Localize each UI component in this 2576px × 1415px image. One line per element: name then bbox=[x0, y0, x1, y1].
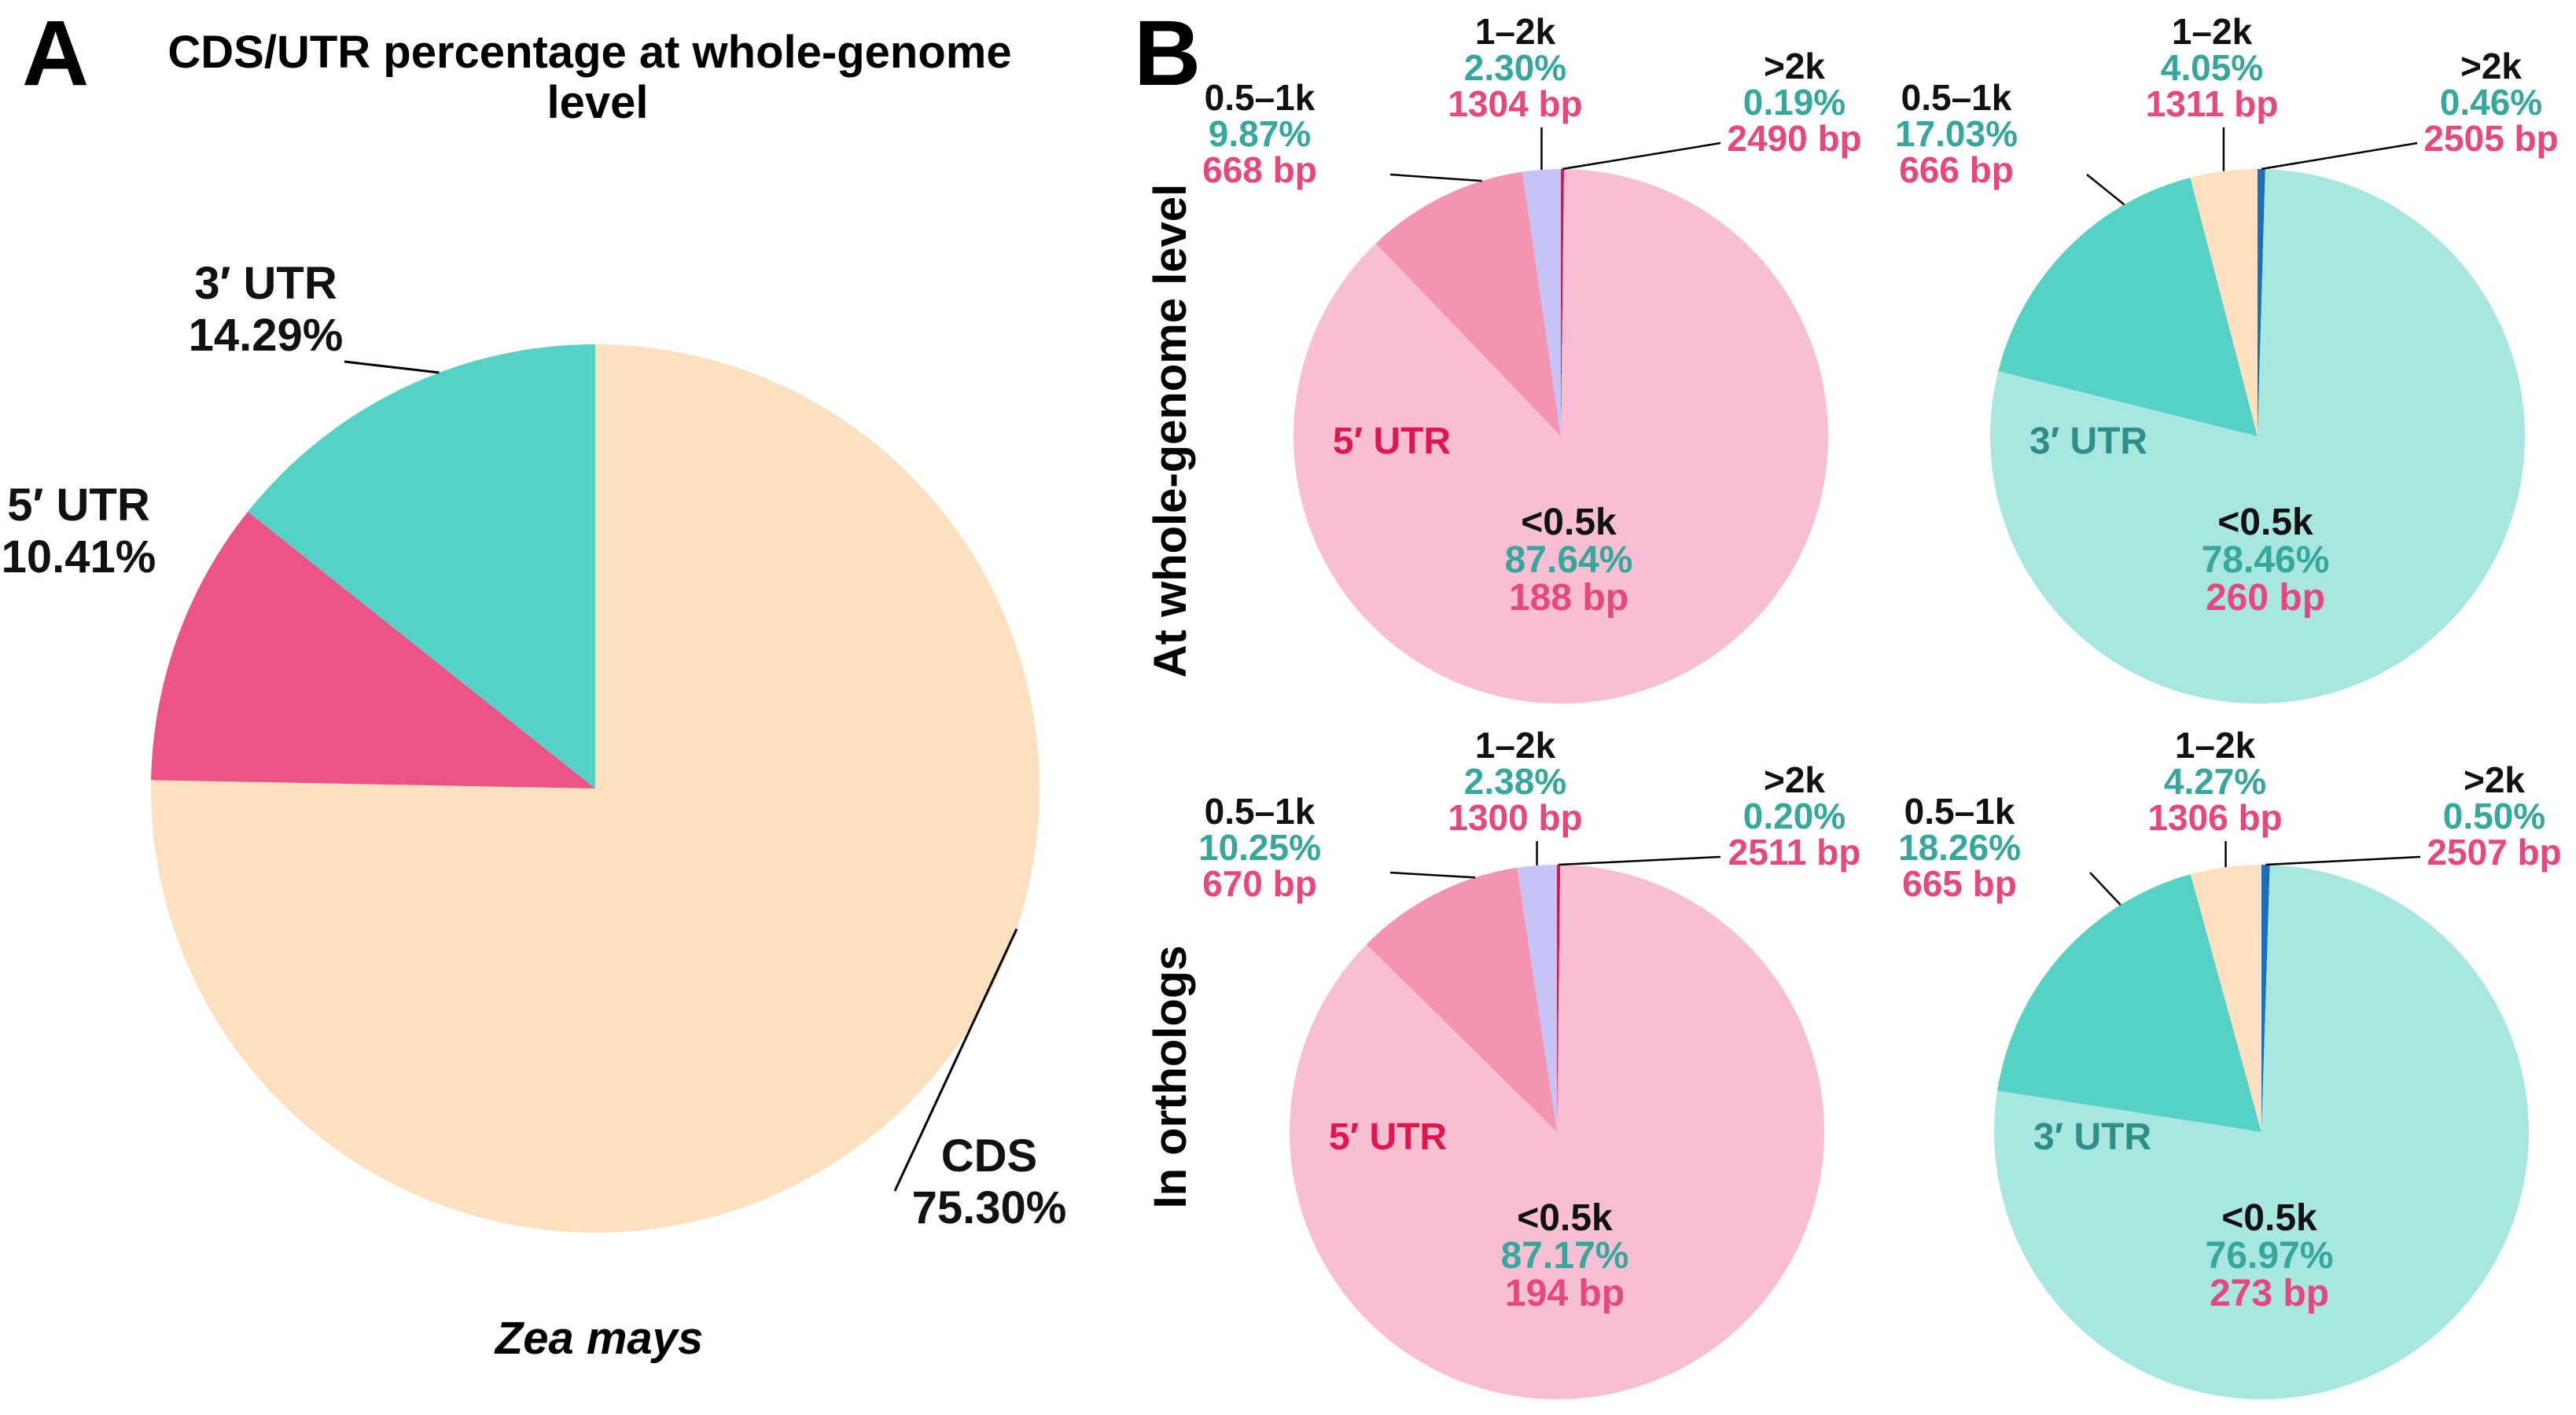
pie-b2-lt05k-name: <0.5k bbox=[2217, 502, 2313, 543]
pie-a-label-5utr-name: 5′ UTR bbox=[7, 480, 149, 531]
pie-b3-1-2k-name: 1–2k bbox=[1475, 725, 1556, 766]
pie-b3-region-label: 5′ UTR bbox=[1329, 1116, 1447, 1158]
pie-b4-lt05k-name: <0.5k bbox=[2221, 1197, 2317, 1239]
pie-b2-gt2k-name: >2k bbox=[2460, 46, 2522, 86]
pie-b4-slice-1 bbox=[1997, 874, 2261, 1132]
panel-a-letter: A bbox=[22, 2, 89, 105]
pie-b4-gt2k-bp: 2507 bp bbox=[2427, 832, 2561, 873]
row-label-whole-genome: At whole-genome level bbox=[1145, 184, 1196, 678]
panel-a-title-line1: CDS/UTR percentage at whole-genome bbox=[167, 27, 1011, 78]
panel-a-species: Zea mays bbox=[494, 1313, 703, 1364]
pie-b3-lt05k-name: <0.5k bbox=[1517, 1197, 1613, 1239]
panel-a-title-line2: level bbox=[547, 77, 649, 128]
pie-b2-gt2k-bp: 2505 bp bbox=[2423, 118, 2558, 159]
pie-b1-1-2k-bp: 1304 bp bbox=[1448, 83, 1582, 124]
pie-b1-05-1k-name: 0.5–1k bbox=[1205, 77, 1316, 118]
pie-b1-leader-gt2k bbox=[1562, 142, 1721, 171]
pie-b2-1-2k-pct: 4.05% bbox=[2161, 47, 2263, 88]
pie-b2-slice-0 bbox=[1989, 169, 2525, 704]
pie-b3-1-2k-pct: 2.38% bbox=[1464, 761, 1566, 802]
pie-a-label-3utr-pct: 14.29% bbox=[189, 310, 344, 361]
panel-b-letter: B bbox=[1134, 2, 1201, 105]
pie-b3-05-1k-name: 0.5–1k bbox=[1205, 791, 1316, 832]
pie-b1-1-2k-pct: 2.30% bbox=[1464, 47, 1566, 88]
pie-b1-leader-05-1k bbox=[1389, 173, 1482, 182]
pie-a-slice-1 bbox=[151, 511, 596, 788]
pie-b4-1-2k-bp: 1306 bp bbox=[2147, 797, 2282, 838]
pie-b3-05-1k-bp: 670 bp bbox=[1202, 863, 1317, 904]
pie-a-leader-cds bbox=[893, 928, 1018, 1192]
pie-b3-slice-1 bbox=[1366, 867, 1557, 1132]
pie-b1-gt2k-pct: 0.19% bbox=[1743, 82, 1846, 123]
pie-b2-05-1k-bp: 666 bp bbox=[1899, 149, 2014, 190]
pie-b1-lt05k-name: <0.5k bbox=[1521, 502, 1617, 543]
pie-b3-lt05k-pct: 87.17% bbox=[1501, 1235, 1629, 1277]
pie-b1-lt05k-bp: 188 bp bbox=[1509, 577, 1628, 619]
pie-b1-gt2k-name: >2k bbox=[1764, 46, 1825, 86]
pie-b2-slice-1 bbox=[1998, 177, 2258, 436]
row-label-orthologs: In orthologs bbox=[1145, 945, 1196, 1208]
pie-a-label-3utr-name: 3′ UTR bbox=[194, 258, 337, 309]
pie-b2-leader-05-1k bbox=[2086, 174, 2125, 206]
pie-b1-slice-0 bbox=[1294, 169, 1829, 704]
pie-b2-slice-2 bbox=[2190, 169, 2258, 436]
pie-b2-region-label: 3′ UTR bbox=[2030, 421, 2147, 462]
pie-b3-05-1k-pct: 10.25% bbox=[1198, 827, 1321, 868]
pie-b1-05-1k-pct: 9.87% bbox=[1209, 113, 1311, 154]
pie-b2-1-2k-name: 1–2k bbox=[2172, 11, 2253, 52]
pie-b3-1-2k-bp: 1300 bp bbox=[1448, 797, 1582, 838]
pie-b1-lt05k-pct: 87.64% bbox=[1505, 539, 1633, 581]
pie-b4-leader-05-1k bbox=[2089, 872, 2122, 906]
pie-b2-slice-3 bbox=[2258, 169, 2265, 436]
pie-b1-gt2k-bp: 2490 bp bbox=[1727, 118, 1861, 159]
pie-a-label-cds-name: CDS bbox=[941, 1130, 1037, 1182]
pie-b1-05-1k-bp: 668 bp bbox=[1202, 149, 1317, 190]
pie-b3-gt2k-name: >2k bbox=[1764, 759, 1825, 800]
pie-b1-slice-3 bbox=[1561, 168, 1565, 436]
pie-b2-gt2k-pct: 0.46% bbox=[2440, 82, 2542, 123]
pie-a-leader-3utr bbox=[344, 360, 440, 374]
pie-b3-slice-2 bbox=[1517, 865, 1557, 1132]
pie-b4-gt2k-pct: 0.50% bbox=[2443, 796, 2545, 836]
pie-b2-05-1k-pct: 17.03% bbox=[1895, 113, 2018, 154]
pie-b1-slice-2 bbox=[1522, 169, 1561, 436]
pie-b4-slice-0 bbox=[1994, 865, 2530, 1400]
pie-b3-lt05k-bp: 194 bp bbox=[1505, 1273, 1625, 1314]
pie-b1-slice-1 bbox=[1375, 171, 1561, 437]
pie-b2-1-2k-bp: 1311 bp bbox=[2146, 83, 2279, 124]
pie-b4-lt05k-pct: 76.97% bbox=[2206, 1235, 2334, 1277]
pie-b4-1-2k-name: 1–2k bbox=[2175, 725, 2256, 766]
pie-b4-05-1k-pct: 18.26% bbox=[1898, 827, 2021, 868]
pie-b3-leader-gt2k bbox=[1558, 855, 1721, 866]
pie-b4-05-1k-bp: 665 bp bbox=[1902, 863, 2017, 904]
pie-b4-gt2k-name: >2k bbox=[2464, 759, 2525, 800]
pie-b4-slice-3 bbox=[2261, 865, 2270, 1132]
pie-b3-gt2k-pct: 0.20% bbox=[1743, 796, 1846, 836]
pie-b2-05-1k-name: 0.5–1k bbox=[1901, 77, 2012, 118]
pie-b2-leader-gt2k bbox=[2261, 142, 2418, 171]
pie-b3-slice-0 bbox=[1290, 865, 1825, 1400]
pie-b4-lt05k-bp: 273 bp bbox=[2210, 1273, 2329, 1314]
pie-a-slice-0 bbox=[150, 344, 1040, 1233]
pie-b4-slice-2 bbox=[2190, 865, 2261, 1132]
pie-b2-lt05k-bp: 260 bp bbox=[2206, 577, 2325, 619]
pie-b1-1-2k-name: 1–2k bbox=[1475, 11, 1556, 52]
pie-b2-lt05k-pct: 78.46% bbox=[2202, 539, 2330, 581]
pie-a-label-5utr-pct: 10.41% bbox=[2, 531, 156, 583]
pie-b4-1-2k-pct: 4.27% bbox=[2164, 761, 2266, 802]
pie-a-slice-2 bbox=[248, 344, 595, 788]
pie-b3-slice-3 bbox=[1557, 865, 1561, 1132]
pie-b3-leader-05-1k bbox=[1389, 871, 1476, 879]
pie-b4-region-label: 3′ UTR bbox=[2033, 1116, 2151, 1158]
pie-a-label-cds-pct: 75.30% bbox=[912, 1182, 1067, 1233]
pie-b4-leader-gt2k bbox=[2265, 855, 2421, 866]
pie-b3-gt2k-bp: 2511 bp bbox=[1728, 832, 1861, 873]
pie-b1-region-label: 5′ UTR bbox=[1333, 421, 1451, 462]
pie-b4-05-1k-name: 0.5–1k bbox=[1904, 791, 2015, 832]
